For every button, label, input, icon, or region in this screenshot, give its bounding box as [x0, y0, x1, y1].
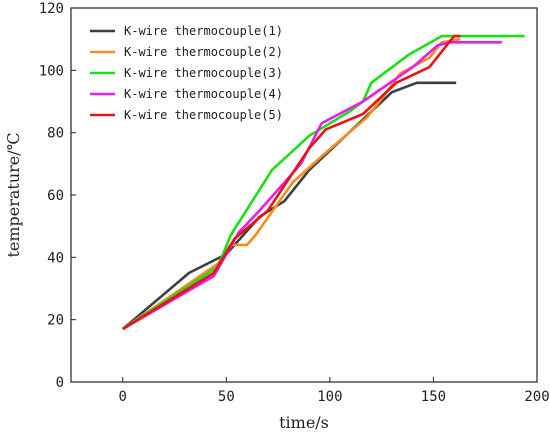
x-axis-ticks: 0 50 100 150 200 — [119, 377, 550, 405]
y-tick-label: 0 — [56, 375, 64, 391]
legend-label-2: K-wire thermocouple(2) — [124, 45, 283, 59]
x-axis-title: time/s — [279, 413, 329, 432]
y-tick-label: 40 — [47, 250, 64, 266]
legend-label-5: K-wire thermocouple(5) — [124, 108, 283, 122]
x-tick-label: 0 — [119, 389, 127, 405]
y-tick-label: 20 — [47, 313, 64, 329]
legend-label-4: K-wire thermocouple(4) — [124, 87, 283, 101]
series-line-1 — [121, 81, 457, 330]
plot-frame — [70, 7, 538, 383]
y-tick-label: 60 — [47, 188, 64, 204]
legend-label-1: K-wire thermocouple(1) — [124, 24, 283, 38]
series-line-3 — [122, 34, 525, 331]
y-axis-title: temperature/℃ — [4, 132, 23, 257]
y-tick-label: 80 — [47, 126, 64, 142]
x-tick-label: 100 — [317, 389, 342, 405]
y-axis-ticks: 0 20 40 60 80 100 120 — [39, 1, 76, 391]
legend-label-3: K-wire thermocouple(3) — [124, 66, 283, 80]
series-line-4 — [122, 40, 502, 331]
y-tick-label: 120 — [39, 1, 64, 17]
legend: K-wire thermocouple(1) K-wire thermocoupl… — [90, 24, 283, 122]
y-tick-label: 100 — [39, 63, 64, 79]
x-tick-label: 50 — [218, 389, 235, 405]
plot-series-layer — [121, 34, 525, 331]
series-line-5 — [122, 34, 461, 331]
x-tick-label: 150 — [421, 389, 446, 405]
x-tick-label: 200 — [524, 389, 549, 405]
